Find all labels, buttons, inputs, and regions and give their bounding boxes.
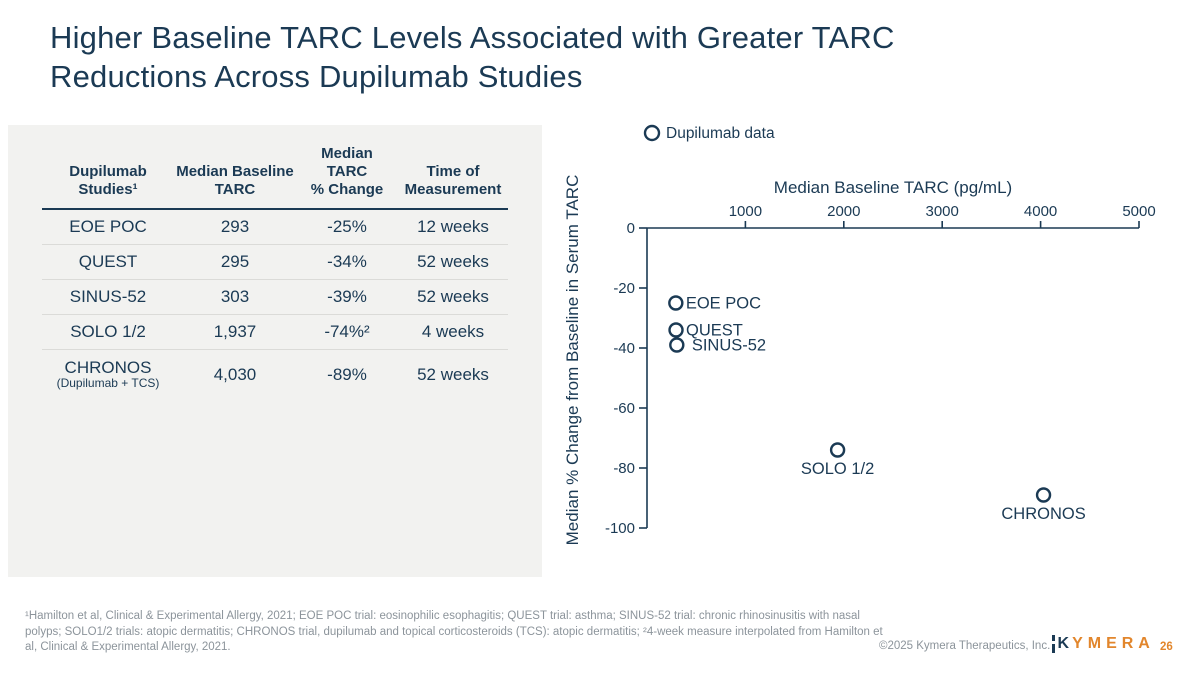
data-point-marker — [669, 337, 685, 353]
data-point-label: EOE POC — [686, 295, 761, 313]
data-point-label: CHRONOS — [1001, 505, 1085, 523]
x-axis-title: Median Baseline TARC (pg/mL) — [774, 178, 1012, 197]
table-row: SINUS-52 303 -39% 52 weeks — [42, 279, 508, 315]
study-subtitle: (Dupilumab + TCS) — [56, 376, 160, 391]
data-point-label: SINUS-52 — [692, 337, 766, 355]
col-header-dupilumab-studies: Dupilumab Studies¹ — [42, 145, 174, 210]
data-point-marker — [668, 322, 684, 338]
table-panel: Dupilumab Studies¹ Median Baseline TARC … — [8, 125, 542, 577]
page-number: 26 — [1160, 641, 1173, 653]
y-tick-label: -80 — [613, 460, 635, 477]
y-tick-label: -40 — [613, 340, 635, 357]
page-title-line-2: Reductions Across Dupilumab Studies — [50, 59, 583, 94]
y-axis-title: Median % Change from Baseline in Serum T… — [563, 175, 582, 546]
footnote-line: al, Clinical & Experimental Allergy, 202… — [25, 641, 231, 653]
legend-label: Dupilumab data — [666, 125, 775, 142]
scatter-chart: Dupilumab data Median Baseline TARC (pg/m… — [563, 124, 1156, 546]
cell-change: -74%² — [296, 314, 398, 350]
table-row: CHRONOS (Dupilumab + TCS) 4,030 -89% 52 … — [42, 349, 508, 399]
dupilumab-studies-table: Dupilumab Studies¹ Median Baseline TARC … — [42, 145, 508, 399]
copyright-text: ©2025 Kymera Therapeutics, Inc. — [879, 640, 1051, 652]
y-tick-label: -100 — [605, 520, 635, 537]
cell-time: 52 weeks — [417, 364, 489, 384]
x-tick-label: 4000 — [1024, 203, 1057, 220]
cell-time: 12 weeks — [398, 209, 508, 245]
cell-study: QUEST — [42, 244, 174, 280]
footnote-line: ¹Hamilton et al, Clinical & Experimental… — [25, 610, 860, 622]
cell-baseline: 303 — [174, 279, 296, 315]
data-point-label: QUEST — [686, 322, 743, 340]
y-tick-label: -60 — [613, 400, 635, 417]
page-title: Higher Baseline TARC Levels Associated w… — [50, 18, 895, 96]
cell-baseline: 4,030 — [213, 364, 257, 384]
study-name: CHRONOS — [64, 358, 152, 378]
header-line: TARC — [326, 163, 368, 180]
cell-baseline: 293 — [174, 209, 296, 245]
cell-study: EOE POC — [42, 209, 174, 245]
col-header-median-tarc-change: Median TARC % Change — [296, 145, 398, 210]
footnote-line: polyps; SOLO1/2 trials: atopic dermatiti… — [25, 625, 883, 638]
data-point-label: SOLO 1/2 — [801, 460, 874, 478]
cell-time: 4 weeks — [398, 314, 508, 350]
header-line: TARC — [214, 181, 256, 198]
legend-open-circle-icon — [643, 124, 661, 142]
data-point-marker — [829, 442, 846, 458]
table-header-row: Dupilumab Studies¹ Median Baseline TARC … — [42, 145, 508, 210]
header-line: Median — [321, 145, 373, 162]
table-row: EOE POC 293 -25% 12 weeks — [42, 209, 508, 245]
x-tick-label: 2000 — [827, 203, 860, 220]
kymera-logo: K YMERA — [1052, 635, 1155, 653]
x-tick-label: 3000 — [926, 203, 959, 220]
cell-change: -25% — [296, 209, 398, 245]
cell-change: -39% — [296, 279, 398, 315]
cell-baseline: 1,937 — [174, 314, 296, 350]
footnote: ¹Hamilton et al, Clinical & Experimental… — [25, 609, 883, 656]
y-tick-label: -20 — [613, 280, 635, 297]
cell-study: CHRONOS (Dupilumab + TCS) — [42, 349, 174, 399]
x-tick-label: 1000 — [729, 203, 762, 220]
cell-baseline: 295 — [174, 244, 296, 280]
header-line: Time of — [426, 163, 480, 180]
header-line: % Change — [310, 181, 384, 198]
cell-study: SINUS-52 — [42, 279, 174, 315]
logo-wordmark: YMERA — [1072, 635, 1155, 652]
logo-letter-k: K — [1057, 635, 1073, 652]
col-header-time-of-measurement: Time of Measurement — [398, 145, 508, 210]
header-line: Measurement — [404, 181, 502, 198]
header-line: Median Baseline — [176, 163, 294, 180]
table-row: SOLO 1/2 1,937 -74%² 4 weeks — [42, 314, 508, 350]
page-title-line-1: Higher Baseline TARC Levels Associated w… — [50, 20, 895, 55]
header-line: Studies¹ — [78, 181, 138, 198]
x-tick-label: 5000 — [1122, 203, 1155, 220]
table-row: QUEST 295 -34% 52 weeks — [42, 244, 508, 280]
cell-time: 52 weeks — [398, 244, 508, 280]
cell-study: SOLO 1/2 — [42, 314, 174, 350]
y-tick-label: 0 — [627, 220, 635, 237]
data-point-marker — [1035, 487, 1052, 503]
logo-broken-bar-icon — [1052, 635, 1055, 653]
cell-time: 52 weeks — [398, 279, 508, 315]
cell-change: -89% — [327, 364, 367, 384]
header-line: Dupilumab — [69, 163, 147, 180]
cell-change: -34% — [296, 244, 398, 280]
col-header-median-baseline-tarc: Median Baseline TARC — [174, 145, 296, 210]
data-point-marker — [668, 295, 684, 311]
